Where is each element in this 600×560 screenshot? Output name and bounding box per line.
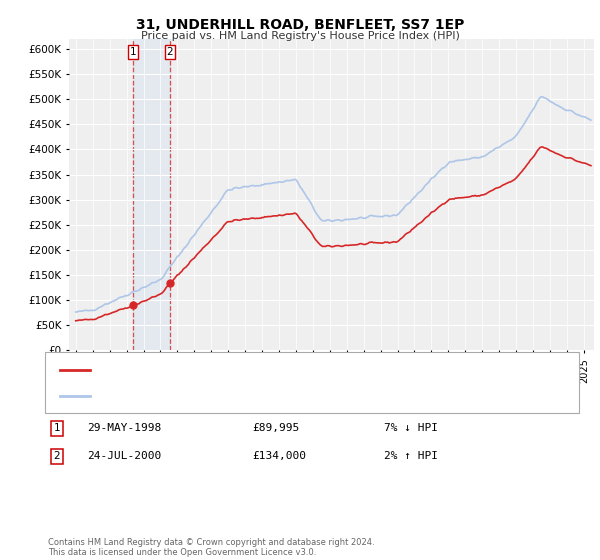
Text: £134,000: £134,000 bbox=[252, 451, 306, 461]
Text: 24-JUL-2000: 24-JUL-2000 bbox=[87, 451, 161, 461]
Text: 7% ↓ HPI: 7% ↓ HPI bbox=[384, 423, 438, 433]
Text: 31, UNDERHILL ROAD, BENFLEET, SS7 1EP: 31, UNDERHILL ROAD, BENFLEET, SS7 1EP bbox=[136, 18, 464, 32]
Text: 2: 2 bbox=[53, 451, 61, 461]
Text: 1: 1 bbox=[53, 423, 61, 433]
Text: Contains HM Land Registry data © Crown copyright and database right 2024.
This d: Contains HM Land Registry data © Crown c… bbox=[48, 538, 374, 557]
Text: 2% ↑ HPI: 2% ↑ HPI bbox=[384, 451, 438, 461]
Text: £89,995: £89,995 bbox=[252, 423, 299, 433]
Text: 29-MAY-1998: 29-MAY-1998 bbox=[87, 423, 161, 433]
Text: 1: 1 bbox=[130, 47, 136, 57]
Text: 2: 2 bbox=[166, 47, 173, 57]
Bar bbox=[133, 39, 170, 350]
Text: HPI: Average price, detached house, Castle Point: HPI: Average price, detached house, Cast… bbox=[96, 391, 351, 401]
Text: 31, UNDERHILL ROAD, BENFLEET, SS7 1EP (detached house): 31, UNDERHILL ROAD, BENFLEET, SS7 1EP (d… bbox=[96, 366, 412, 375]
Text: Price paid vs. HM Land Registry's House Price Index (HPI): Price paid vs. HM Land Registry's House … bbox=[140, 31, 460, 41]
